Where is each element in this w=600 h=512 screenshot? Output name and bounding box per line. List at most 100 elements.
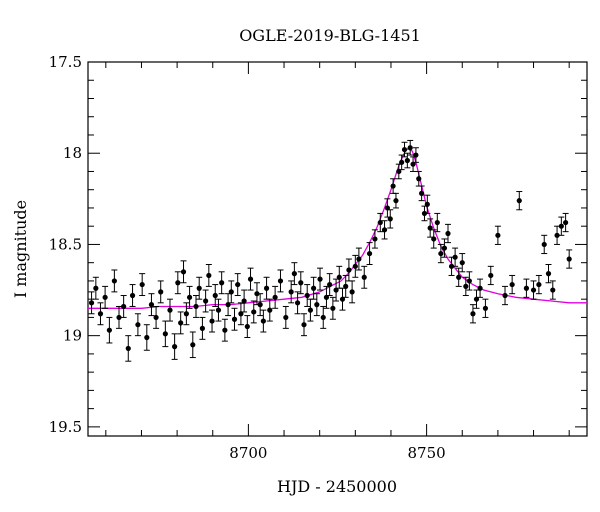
data-marker xyxy=(431,236,437,242)
data-point xyxy=(218,271,225,295)
data-marker xyxy=(209,318,215,324)
data-marker xyxy=(298,280,304,286)
data-marker xyxy=(212,292,218,299)
data-marker xyxy=(424,201,430,207)
data-point xyxy=(209,309,216,333)
y-tick-label: 19 xyxy=(63,327,82,345)
data-point xyxy=(202,289,209,313)
data-point xyxy=(300,313,307,337)
data-point xyxy=(530,280,537,300)
data-marker xyxy=(219,280,225,286)
data-point xyxy=(177,311,184,335)
data-marker xyxy=(545,271,552,277)
x-tick-label: 8700 xyxy=(229,444,267,462)
data-marker xyxy=(238,311,244,317)
data-point xyxy=(430,229,437,249)
data-point xyxy=(562,212,569,233)
data-point xyxy=(125,335,132,362)
data-marker xyxy=(180,269,187,275)
data-point xyxy=(441,238,448,258)
data-marker xyxy=(477,285,483,291)
data-marker xyxy=(343,283,349,289)
data-marker xyxy=(183,311,189,317)
data-marker xyxy=(566,256,572,262)
data-point xyxy=(535,274,542,295)
data-point xyxy=(482,298,489,318)
data-marker xyxy=(225,302,231,308)
data-marker xyxy=(231,316,238,322)
data-marker xyxy=(502,292,508,299)
data-marker xyxy=(452,254,458,260)
data-point xyxy=(225,293,232,317)
data-point xyxy=(352,254,359,278)
data-point xyxy=(392,192,399,209)
data-point xyxy=(166,298,173,322)
data-marker xyxy=(445,230,451,237)
data-marker xyxy=(175,280,181,286)
data-point xyxy=(384,198,391,218)
data-point xyxy=(404,152,411,169)
data-marker xyxy=(153,314,159,321)
plot-frame xyxy=(87,61,588,437)
data-point xyxy=(221,318,228,342)
data-point xyxy=(244,315,251,338)
x-tick-label: 8750 xyxy=(408,444,446,462)
data-point xyxy=(387,209,394,229)
data-marker xyxy=(448,263,455,269)
data-marker xyxy=(228,289,234,295)
data-point xyxy=(477,278,484,298)
data-marker xyxy=(470,311,476,317)
data-point xyxy=(462,276,469,297)
data-point xyxy=(183,302,190,326)
data-point xyxy=(250,300,257,324)
data-point xyxy=(412,147,419,163)
y-tick-label: 18 xyxy=(63,144,82,162)
data-marker xyxy=(206,272,212,279)
data-marker xyxy=(456,274,462,280)
data-point xyxy=(171,333,178,360)
data-point xyxy=(455,267,462,287)
y-axis-label: I magnitude xyxy=(11,200,30,298)
data-marker xyxy=(307,307,314,313)
data-point xyxy=(371,229,378,249)
data-point xyxy=(196,276,203,300)
data-point xyxy=(398,154,405,171)
data-point xyxy=(424,194,431,214)
data-marker xyxy=(410,161,416,167)
data-point xyxy=(189,331,196,359)
data-point xyxy=(102,285,109,309)
data-marker xyxy=(554,232,560,238)
data-point xyxy=(288,280,295,304)
data-marker xyxy=(401,146,408,153)
data-point xyxy=(326,273,333,297)
data-marker xyxy=(186,294,193,300)
data-marker xyxy=(135,322,141,328)
data-marker xyxy=(419,190,425,196)
data-marker xyxy=(111,278,117,284)
data-point xyxy=(139,273,146,297)
data-marker xyxy=(139,281,145,288)
data-marker xyxy=(97,311,104,317)
data-point xyxy=(466,271,473,291)
data-marker xyxy=(203,298,209,304)
data-marker xyxy=(434,219,440,226)
data-marker xyxy=(473,296,480,302)
data-point xyxy=(157,280,164,304)
data-point xyxy=(143,324,150,351)
data-point xyxy=(174,271,181,295)
data-marker xyxy=(244,323,250,330)
data-marker xyxy=(190,342,196,348)
data-point xyxy=(345,258,352,282)
data-point xyxy=(92,276,99,300)
data-point xyxy=(418,185,425,202)
data-marker xyxy=(441,245,448,251)
data-marker xyxy=(463,283,469,289)
data-marker xyxy=(291,271,297,277)
data-point xyxy=(558,216,565,236)
data-marker xyxy=(407,145,413,151)
data-points xyxy=(88,139,573,362)
data-point xyxy=(247,267,254,291)
axis-ticks: 17.5 18 18.5 19 19.5 8700 8750 xyxy=(49,53,587,462)
data-marker xyxy=(167,307,173,313)
data-point xyxy=(153,305,160,329)
